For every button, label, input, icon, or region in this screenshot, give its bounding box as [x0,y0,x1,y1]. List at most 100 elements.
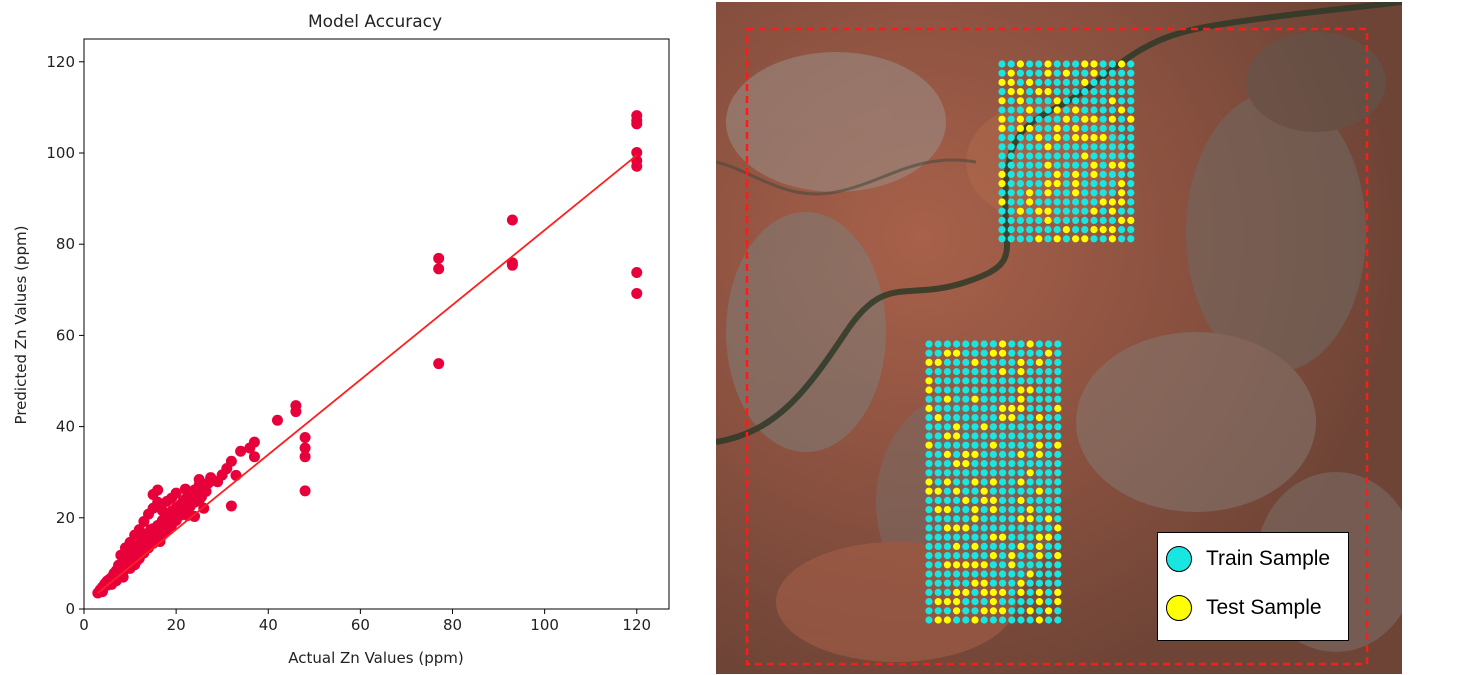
train-sample-dot [1053,115,1061,123]
test-sample-dot [1044,69,1052,77]
train-sample-dot [1053,143,1061,151]
train-sample-dot [1099,152,1107,160]
train-sample-dot [1072,97,1080,105]
test-sample-dot [1054,524,1062,532]
train-sample-dot [1081,226,1089,234]
data-point [506,259,518,271]
train-sample-dot [1054,368,1062,376]
train-sample-dot [1035,115,1043,123]
train-sample-dot [962,432,970,440]
train-sample-dot [971,588,979,597]
test-sample-dot [1090,170,1098,178]
train-sample-dot [1017,607,1025,615]
train-sample-dot [1026,207,1034,215]
train-sample-dot [953,404,961,412]
test-sample-dot [1108,97,1116,105]
train-sample-dot [1054,561,1062,569]
train-sample-dot [1090,143,1098,151]
test-sample-dot [934,616,942,624]
data-point [631,287,643,299]
data-point [299,442,311,454]
train-sample-dot [971,386,979,394]
x-axis-label: Actual Zn Values (ppm) [288,649,463,667]
test-sample-dot [1026,106,1034,114]
train-sample-dot [999,441,1007,449]
train-sample-dot [1044,226,1052,234]
train-sample-dot [1127,189,1135,197]
test-sample-dot [1081,115,1089,123]
train-sample-dot [1081,124,1089,132]
train-sample-dot [962,441,970,449]
legend-test-label: Test Sample [1206,596,1322,619]
train-sample-dot [989,432,997,440]
train-sample-dot [998,134,1006,142]
train-sample-dot [1026,216,1034,224]
train-sample-dot [1026,235,1034,243]
train-sample-dot [971,552,979,560]
x-tick-label: 60 [351,616,370,634]
test-sample-dot [1026,198,1034,206]
test-sample-dot [962,524,970,532]
train-sample-dot [1118,235,1126,243]
test-sample-dot [1026,340,1034,348]
train-sample-dot [934,469,942,477]
train-sample-dot [953,395,961,403]
train-sample-dot [1045,441,1053,449]
train-sample-dot [1108,60,1116,68]
train-sample-dot [1045,598,1053,606]
test-sample-dot [998,124,1006,132]
data-point [126,543,138,555]
sample-grid-north [998,60,1135,243]
train-sample-dot [1044,134,1052,142]
train-sample-dot [1008,450,1016,458]
train-sample-dot [934,496,942,504]
train-sample-dot [1008,358,1016,366]
train-sample-dot [943,496,951,504]
test-sample-dot [1053,180,1061,188]
train-sample-dot [1053,189,1061,197]
test-sample-dot [1081,152,1089,160]
train-sample-dot [1054,414,1062,422]
train-sample-dot [1099,180,1107,188]
train-sample-dot [1035,570,1043,578]
train-sample-dot [980,340,988,348]
train-sample-dot [1081,106,1089,114]
train-sample-dot [999,496,1007,504]
x-tick-label: 20 [167,616,186,634]
train-sample-dot [1035,368,1043,376]
train-sample-dot [1072,115,1080,123]
train-sample-dot [989,358,997,366]
train-sample-dot [934,450,942,458]
train-sample-dot [1062,97,1070,105]
train-sample-dot [1099,189,1107,197]
test-sample-dot [1081,78,1089,86]
train-sample-dot [1016,180,1024,188]
train-sample-dot [1072,216,1080,224]
train-sample-dot [1035,386,1043,394]
train-sample-dot [999,524,1007,532]
train-sample-dot [1026,524,1034,532]
train-sample-dot [962,349,970,357]
train-sample-dot [925,460,933,468]
test-sample-dot [1017,358,1025,366]
test-sample-dot [1035,235,1043,243]
train-sample-dot [1017,598,1025,606]
train-sample-dot [925,616,933,624]
test-sample-dot [1072,170,1080,178]
test-sample-dot [1090,226,1098,234]
train-sample-dot [1081,198,1089,206]
test-sample-dot [980,588,988,597]
test-sample-dot [1044,161,1052,169]
test-sample-dot [1118,60,1126,68]
train-sample-dot [925,561,933,569]
train-sample-dot [953,616,961,624]
train-sample-dot [1016,161,1024,169]
train-sample-dot [925,496,933,504]
test-sample-dot [953,460,961,468]
train-sample-dot [1053,207,1061,215]
train-sample-dot [1053,216,1061,224]
train-sample-dot [1072,143,1080,151]
test-sample-dot [1017,404,1025,412]
test-sample-dot [953,432,961,440]
test-sample-dot [1044,143,1052,151]
